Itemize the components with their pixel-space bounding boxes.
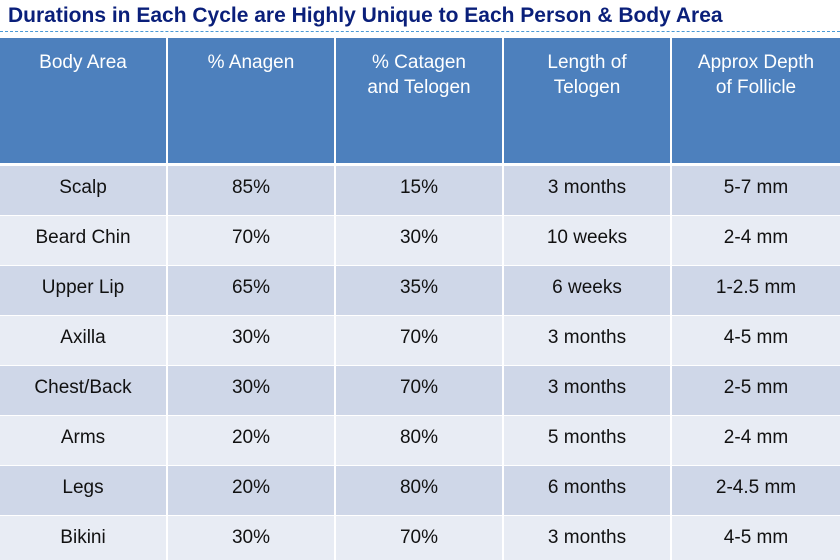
header-catagen-telogen: % Catagen and Telogen	[336, 38, 504, 166]
table-row: Chest/Back 30% 70% 3 months 2-5 mm	[0, 366, 840, 416]
cell-telogen-length: 10 weeks	[504, 216, 672, 266]
cell-catagen-telogen: 15%	[336, 166, 504, 216]
header-line: Body Area	[39, 52, 127, 73]
header-telogen-length: Length of Telogen	[504, 38, 672, 166]
cell-telogen-length: 5 months	[504, 416, 672, 466]
cell-anagen: 30%	[168, 316, 336, 366]
header-line: % Catagen	[371, 52, 466, 73]
hair-cycle-table: Body Area % Anagen % Catagen and Telogen…	[0, 38, 840, 560]
cell-telogen-length: 3 months	[504, 366, 672, 416]
table-row: Scalp 85% 15% 3 months 5-7 mm	[0, 166, 840, 216]
cell-body-area: Bikini	[0, 516, 168, 560]
header-line: % Anagen	[207, 52, 295, 73]
cell-body-area: Scalp	[0, 166, 168, 216]
cell-anagen: 70%	[168, 216, 336, 266]
cell-catagen-telogen: 70%	[336, 366, 504, 416]
header-line: and Telogen	[367, 77, 471, 98]
cell-body-area: Arms	[0, 416, 168, 466]
cell-body-area: Axilla	[0, 316, 168, 366]
cell-follicle-depth: 4-5 mm	[672, 316, 840, 366]
table-row: Upper Lip 65% 35% 6 weeks 1-2.5 mm	[0, 266, 840, 316]
table-row: Beard Chin 70% 30% 10 weeks 2-4 mm	[0, 216, 840, 266]
cell-anagen: 65%	[168, 266, 336, 316]
cell-follicle-depth: 5-7 mm	[672, 166, 840, 216]
cell-body-area: Upper Lip	[0, 266, 168, 316]
cell-body-area: Beard Chin	[0, 216, 168, 266]
cell-catagen-telogen: 70%	[336, 516, 504, 560]
cell-catagen-telogen: 80%	[336, 416, 504, 466]
table-body: Scalp 85% 15% 3 months 5-7 mm Beard Chin…	[0, 166, 840, 560]
cell-anagen: 30%	[168, 366, 336, 416]
cell-catagen-telogen: 70%	[336, 316, 504, 366]
cell-anagen: 20%	[168, 416, 336, 466]
cell-anagen: 30%	[168, 516, 336, 560]
cell-follicle-depth: 2-4 mm	[672, 416, 840, 466]
cell-follicle-depth: 2-4 mm	[672, 216, 840, 266]
header-line: of Follicle	[715, 77, 797, 98]
table-row: Legs 20% 80% 6 months 2-4.5 mm	[0, 466, 840, 516]
cell-telogen-length: 6 weeks	[504, 266, 672, 316]
cell-anagen: 85%	[168, 166, 336, 216]
slide-title: Durations in Each Cycle are Highly Uniqu…	[0, 0, 840, 32]
cell-catagen-telogen: 30%	[336, 216, 504, 266]
cell-telogen-length: 6 months	[504, 466, 672, 516]
table-header-row: Body Area % Anagen % Catagen and Telogen…	[0, 38, 840, 166]
cell-telogen-length: 3 months	[504, 316, 672, 366]
cell-anagen: 20%	[168, 466, 336, 516]
table-row: Axilla 30% 70% 3 months 4-5 mm	[0, 316, 840, 366]
cell-follicle-depth: 2-4.5 mm	[672, 466, 840, 516]
header-body-area: Body Area	[0, 38, 168, 166]
cell-telogen-length: 3 months	[504, 166, 672, 216]
table-row: Bikini 30% 70% 3 months 4-5 mm	[0, 516, 840, 560]
header-line: Telogen	[553, 77, 621, 98]
cell-follicle-depth: 1-2.5 mm	[672, 266, 840, 316]
cell-catagen-telogen: 80%	[336, 466, 504, 516]
cell-follicle-depth: 4-5 mm	[672, 516, 840, 560]
header-line: Length of	[547, 52, 627, 73]
cell-telogen-length: 3 months	[504, 516, 672, 560]
cell-body-area: Legs	[0, 466, 168, 516]
header-anagen: % Anagen	[168, 38, 336, 166]
table-row: Arms 20% 80% 5 months 2-4 mm	[0, 416, 840, 466]
cell-catagen-telogen: 35%	[336, 266, 504, 316]
cell-follicle-depth: 2-5 mm	[672, 366, 840, 416]
header-line: Approx Depth	[697, 52, 815, 73]
header-follicle-depth: Approx Depth of Follicle	[672, 38, 840, 166]
cell-body-area: Chest/Back	[0, 366, 168, 416]
